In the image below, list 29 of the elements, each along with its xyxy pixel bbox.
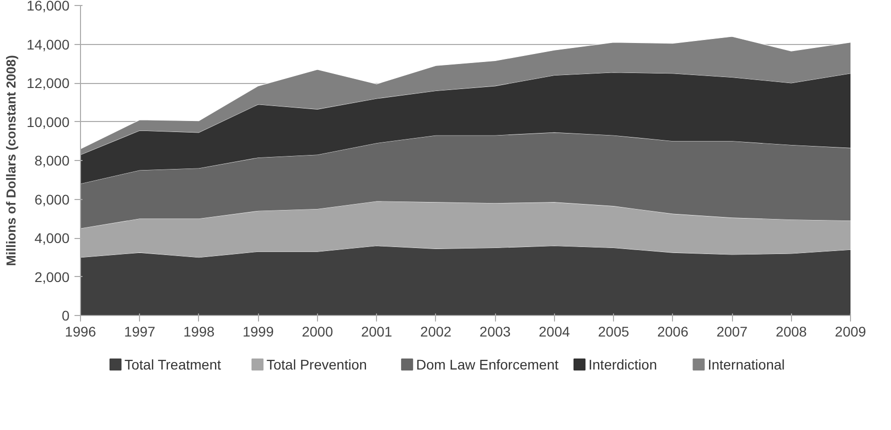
x-tick-label: 2009 [834,324,866,340]
x-tick-label: 2003 [480,324,511,340]
x-tick-label: 2008 [776,324,808,340]
y-tick-label: 8,000 [34,152,70,168]
x-tick-label: 2000 [302,324,334,340]
legend-label: Interdiction [588,356,657,372]
x-tick-label: 2001 [361,324,392,340]
y-tick-label: 14,000 [26,36,70,52]
x-tick-label: 2005 [598,324,630,340]
legend-label: International [708,356,785,372]
x-tick-label: 1997 [124,324,156,340]
legend-label: Total Prevention [266,356,367,372]
x-tick-label: 2004 [538,324,570,340]
y-tick-label: 12,000 [26,75,70,91]
x-tick-label: 1998 [183,324,215,340]
legend-label: Total Treatment [124,356,222,372]
y-tick-label: 0 [62,308,70,324]
x-tick-label: 2007 [716,324,748,340]
x-tick-label: 1999 [242,324,274,340]
x-tick-label: 2006 [657,324,689,340]
x-tick-label: 2002 [420,324,452,340]
y-tick-label: 2,000 [34,268,70,285]
y-tick-label: 6,000 [34,191,70,208]
y-tick-label: 16,000 [26,0,70,14]
legend-label: Dom Law Enforcement [416,356,559,372]
y-tick-label: 10,000 [26,114,70,130]
y-tick-label: 4,000 [34,230,70,246]
x-tick-label: 1996 [64,324,96,340]
y-axis-title: Millions of Dollars (constant 2008) [4,55,19,266]
